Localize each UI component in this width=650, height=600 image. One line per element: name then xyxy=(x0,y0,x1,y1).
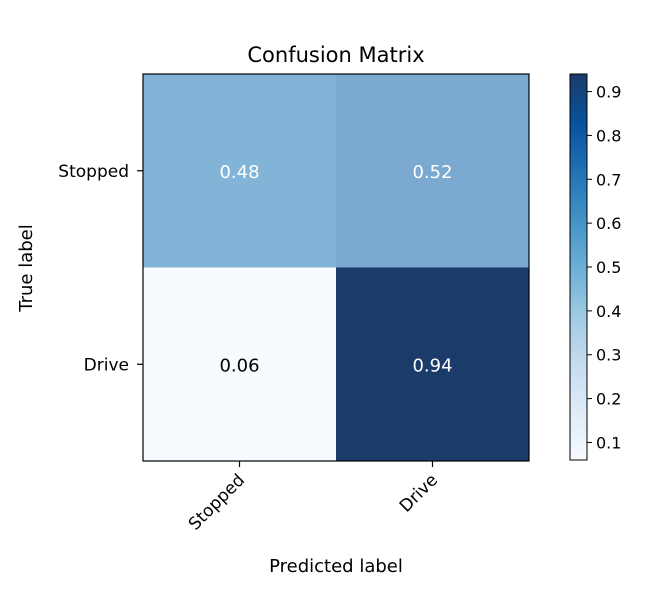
heatmap-cell xyxy=(336,267,530,462)
y-tick-label: Stopped xyxy=(58,162,129,182)
x-tick-label: Stopped xyxy=(185,470,249,534)
cell-value-label: 0.48 xyxy=(219,162,259,183)
colorbar-ticks: 0.1 0.2 0.3 0.4 0.5 0.6 0.7 0.8 0.9 xyxy=(587,83,621,452)
x-tick-label: Drive xyxy=(396,470,442,516)
cell-value-label: 0.94 xyxy=(412,355,452,376)
colorbar-tick-label: 0.1 xyxy=(596,433,621,452)
colorbar-tick-label: 0.8 xyxy=(596,126,621,145)
colorbar xyxy=(569,73,588,461)
chart-title: Confusion Matrix xyxy=(247,43,424,67)
x-axis-label: Predicted label xyxy=(269,556,403,577)
cell-value-label: 0.52 xyxy=(412,162,452,183)
colorbar-tick-label: 0.2 xyxy=(596,390,621,409)
colorbar-tick-label: 0.9 xyxy=(596,83,621,102)
colorbar-tick-label: 0.6 xyxy=(596,214,621,233)
cell-value-label: 0.06 xyxy=(219,355,259,376)
heatmap-cells: 0.48 0.52 0.06 0.94 xyxy=(143,74,530,462)
colorbar-tick-label: 0.3 xyxy=(596,346,621,365)
heatmap-cell xyxy=(336,74,530,268)
y-axis-label: True label xyxy=(16,224,37,313)
plot-frame xyxy=(142,73,530,462)
colorbar-tick-label: 0.7 xyxy=(596,170,621,189)
heatmap-cell xyxy=(143,267,337,462)
heatmap-cell xyxy=(143,74,337,268)
y-tick-label: Drive xyxy=(84,355,129,375)
colorbar-tick-label: 0.4 xyxy=(596,302,621,321)
colorbar-tick-label: 0.5 xyxy=(596,258,621,277)
